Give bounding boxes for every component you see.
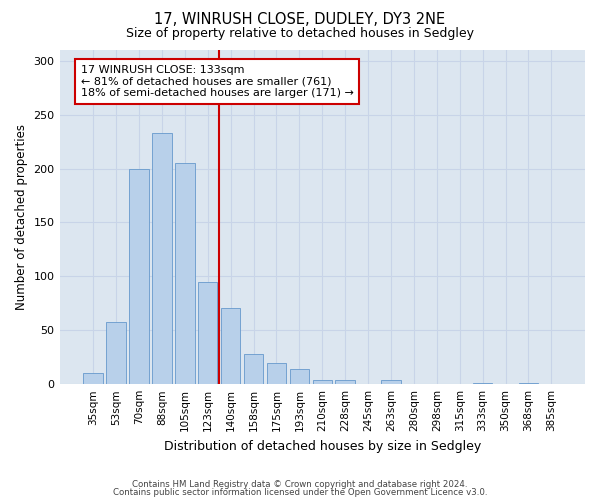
Bar	[290, 369, 309, 384]
Bar	[244, 354, 263, 384]
Bar	[175, 163, 194, 384]
Y-axis label: Number of detached properties: Number of detached properties	[15, 124, 28, 310]
Bar	[221, 308, 241, 384]
Text: 17, WINRUSH CLOSE, DUDLEY, DY3 2NE: 17, WINRUSH CLOSE, DUDLEY, DY3 2NE	[154, 12, 446, 28]
Text: Size of property relative to detached houses in Sedgley: Size of property relative to detached ho…	[126, 28, 474, 40]
Bar	[129, 168, 149, 384]
Bar	[335, 380, 355, 384]
Bar	[473, 383, 493, 384]
Text: Contains public sector information licensed under the Open Government Licence v3: Contains public sector information licen…	[113, 488, 487, 497]
Bar	[198, 282, 217, 384]
Bar	[106, 322, 126, 384]
Bar	[83, 374, 103, 384]
X-axis label: Distribution of detached houses by size in Sedgley: Distribution of detached houses by size …	[164, 440, 481, 452]
Bar	[313, 380, 332, 384]
Bar	[267, 362, 286, 384]
Bar	[519, 383, 538, 384]
Bar	[381, 380, 401, 384]
Bar	[152, 133, 172, 384]
Text: Contains HM Land Registry data © Crown copyright and database right 2024.: Contains HM Land Registry data © Crown c…	[132, 480, 468, 489]
Text: 17 WINRUSH CLOSE: 133sqm
← 81% of detached houses are smaller (761)
18% of semi-: 17 WINRUSH CLOSE: 133sqm ← 81% of detach…	[80, 65, 353, 98]
